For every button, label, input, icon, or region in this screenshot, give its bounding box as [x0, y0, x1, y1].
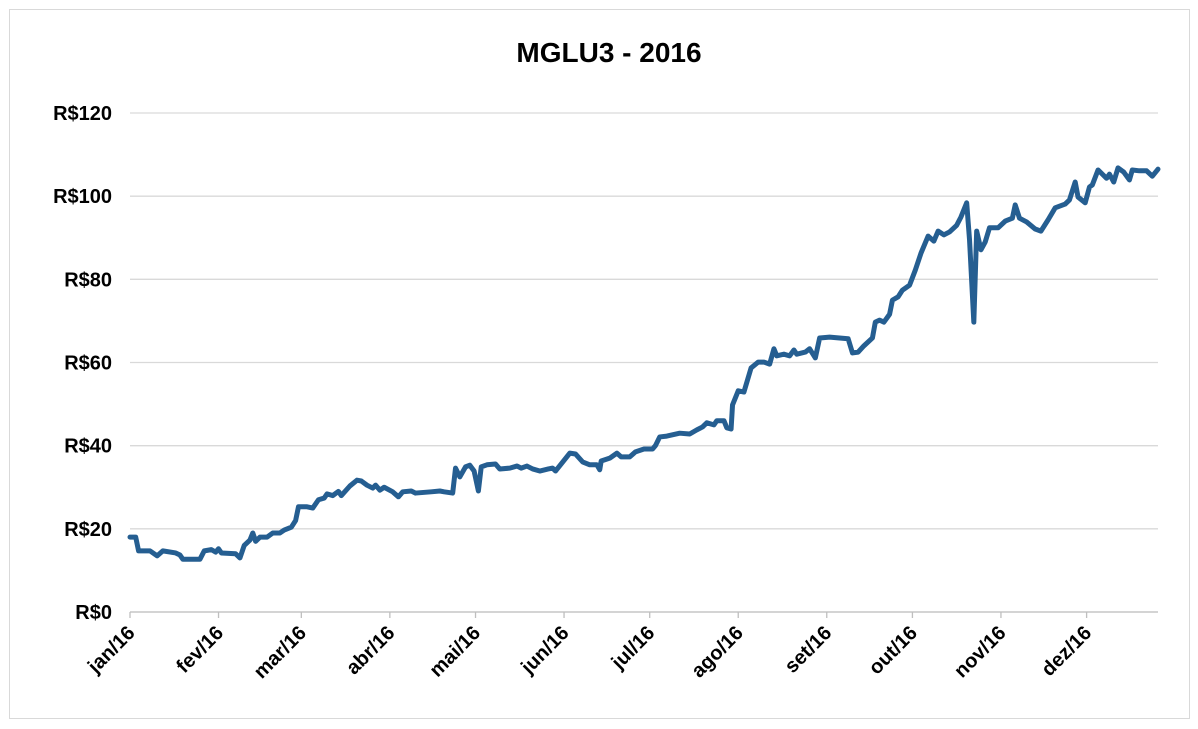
- y-tick-label: R$0: [75, 602, 112, 624]
- price-line: [127, 165, 1161, 562]
- chart-frame: [9, 9, 1190, 719]
- chart-title: MGLU3 - 2016: [516, 37, 701, 68]
- y-tick-label: R$100: [53, 186, 112, 208]
- y-tick-label: R$80: [64, 269, 112, 291]
- y-tick-label: R$120: [53, 103, 112, 125]
- y-tick-label: R$60: [64, 353, 112, 375]
- y-tick-label: R$40: [64, 436, 112, 458]
- y-tick-label: R$20: [64, 519, 112, 541]
